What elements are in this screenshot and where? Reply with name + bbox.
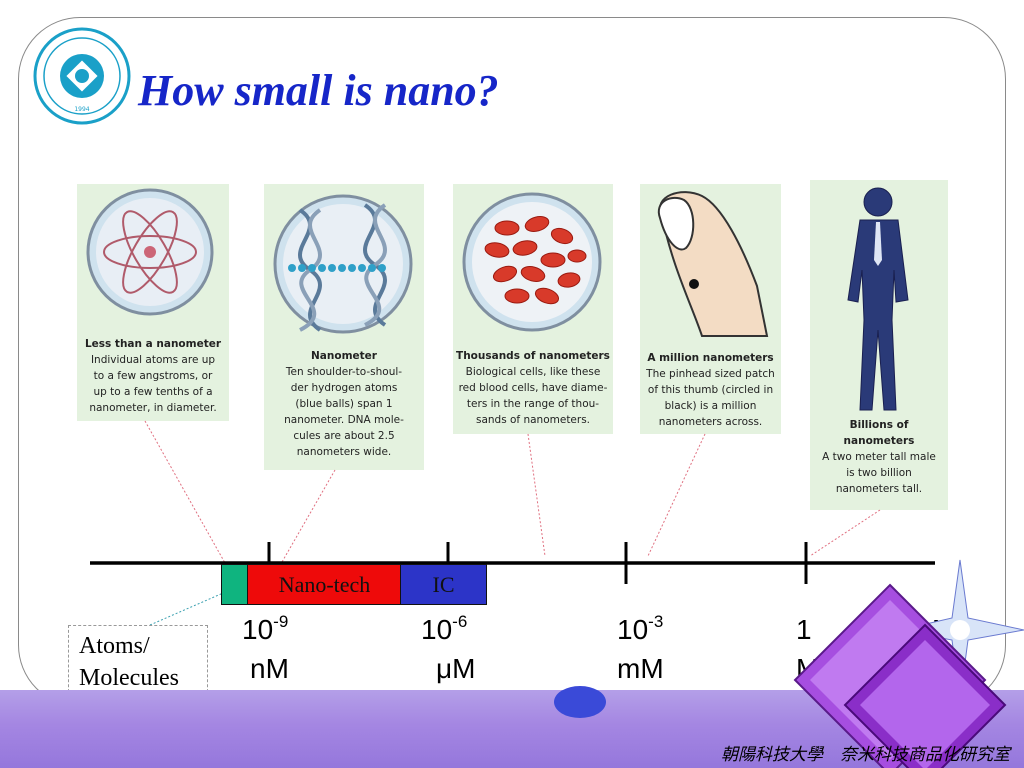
card-line: black) is a million	[664, 400, 757, 412]
nano-tech-box: Nano-tech	[247, 564, 402, 605]
card-line: is two billion	[846, 467, 912, 479]
card-line: nanometer. DNA mole-	[284, 414, 404, 426]
card-line: Biological cells, like these	[465, 366, 601, 378]
pointer-line	[281, 469, 336, 563]
card-line: Individual atoms are up	[90, 354, 216, 366]
card-line: nanometers across.	[658, 416, 763, 428]
card-line: red blood cells, have diame-	[458, 382, 608, 394]
card-heading: Less than a nanometer	[84, 338, 222, 350]
card-cells: Thousands of nanometers Biological cells…	[453, 184, 613, 434]
atoms-pointer-line	[149, 589, 231, 626]
pointer-line	[809, 509, 881, 557]
card-line: (blue balls) span 1	[295, 398, 393, 410]
card-line: der hydrogen atoms	[290, 382, 398, 394]
card-heading: A million nanometers	[647, 352, 774, 364]
dna-illustration	[273, 194, 413, 334]
decorative-blob	[554, 686, 606, 718]
slide-title: How small is nano?	[138, 66, 499, 115]
pointer-line	[144, 420, 226, 564]
atoms-label-line: Atoms/	[79, 633, 150, 659]
card-line: nanometers wide.	[296, 446, 392, 458]
card-atom: Less than a nanometer Individual atoms a…	[77, 184, 229, 421]
tick-base: 10	[421, 614, 453, 645]
card-heading: Nanometer	[311, 350, 377, 362]
card-dna: Nanometer Ten shoulder-to-shoul- der hyd…	[264, 184, 424, 470]
unit-label-mm: mM	[617, 653, 664, 684]
card-line: The pinhead sized patch	[646, 368, 775, 380]
diamond-shape	[860, 640, 990, 768]
man-illustration	[847, 187, 909, 411]
unit-label-nm: nM	[250, 653, 289, 684]
card-line: nanometers tall.	[835, 483, 923, 495]
pointer-line	[527, 433, 546, 557]
tick-exponent: -6	[452, 612, 468, 631]
svg-text:1994: 1994	[74, 106, 89, 113]
tick-label-nm: 10-9	[242, 612, 289, 646]
tick-base: 10	[617, 614, 649, 645]
blood-cells-illustration	[462, 192, 602, 332]
tick-label-mm: 10-3	[617, 612, 664, 646]
university-logo: 1994	[33, 27, 131, 125]
card-line: Ten shoulder-to-shoul-	[285, 366, 403, 378]
tick-exponent: -3	[648, 612, 664, 631]
tick-label-um: 10-6	[421, 612, 468, 646]
card-line: nanometer, in diameter.	[89, 402, 217, 414]
card-man: Billions of nanometers A two meter tall …	[810, 180, 948, 510]
card-line: of this thumb (circled in	[647, 384, 774, 396]
card-heading: Billions of nanometers	[843, 419, 915, 447]
unit-label-um: μM	[436, 653, 476, 684]
thumb-illustration	[657, 191, 769, 337]
tick-label-m: 1	[796, 614, 812, 645]
card-heading: Thousands of nanometers	[456, 350, 610, 362]
atoms-label-line: Molecules	[79, 665, 179, 691]
tick-exponent: -9	[273, 612, 289, 631]
card-line: cules are about 2.5	[293, 430, 395, 442]
atoms-molecules-label: Atoms/ Molecules	[68, 625, 208, 702]
card-line: A two meter tall male	[822, 451, 936, 463]
atom-illustration	[86, 188, 214, 316]
footer-text: 朝陽科技大學 奈米科技商品化研究室	[721, 745, 1010, 765]
card-line: ters in the range of thou-	[466, 398, 600, 410]
card-line: to a few angstroms, or	[93, 370, 213, 382]
pointer-line	[647, 433, 706, 557]
atoms-range-box	[221, 564, 249, 605]
card-line: sands of nanometers.	[475, 414, 591, 426]
card-thumb: A million nanometers The pinhead sized p…	[640, 184, 781, 434]
card-line: up to a few tenths of a	[93, 386, 213, 398]
tick-base: 10	[242, 614, 274, 645]
ic-box: IC	[400, 564, 487, 605]
